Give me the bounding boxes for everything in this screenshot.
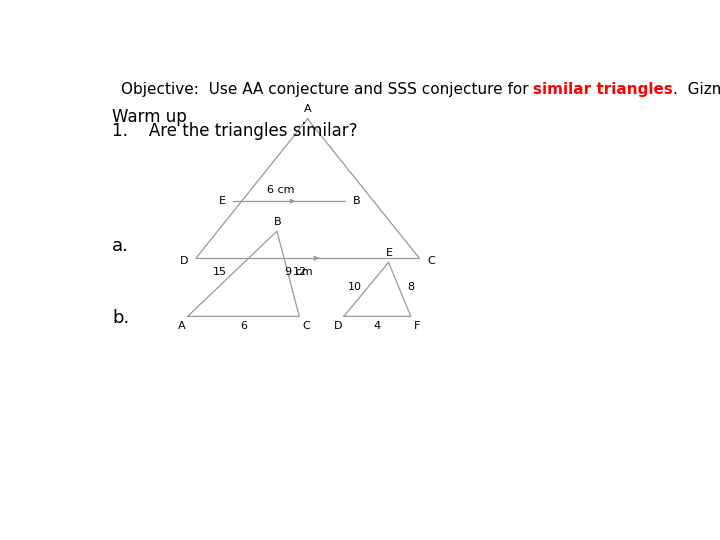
Text: 15: 15 — [213, 267, 227, 276]
Text: C: C — [427, 256, 435, 266]
Text: B: B — [274, 217, 282, 227]
Text: 4: 4 — [374, 321, 381, 330]
Text: 12: 12 — [293, 267, 307, 276]
Text: E: E — [386, 248, 393, 258]
Text: Warm up: Warm up — [112, 109, 187, 126]
Text: F: F — [414, 321, 420, 332]
Text: A: A — [304, 104, 312, 114]
Text: similar triangles: similar triangles — [534, 82, 673, 97]
Text: .  Gizmo.: . Gizmo. — [673, 82, 720, 97]
Text: 10: 10 — [348, 282, 362, 292]
Text: Objective:  Use AA conjecture and SSS conjecture for: Objective: Use AA conjecture and SSS con… — [121, 82, 534, 97]
Text: a.: a. — [112, 237, 129, 255]
Text: B: B — [353, 196, 361, 206]
Text: D: D — [180, 256, 188, 266]
Text: A: A — [179, 321, 186, 332]
Text: C: C — [302, 321, 310, 332]
Text: 8: 8 — [408, 282, 415, 292]
Text: D: D — [334, 321, 343, 332]
Text: 6 cm: 6 cm — [267, 185, 294, 195]
Text: b.: b. — [112, 309, 130, 327]
Text: E: E — [219, 196, 225, 206]
Text: 6: 6 — [240, 321, 247, 330]
Text: 9 cm: 9 cm — [285, 267, 313, 278]
Text: 1.    Are the triangles similar?: 1. Are the triangles similar? — [112, 122, 358, 140]
